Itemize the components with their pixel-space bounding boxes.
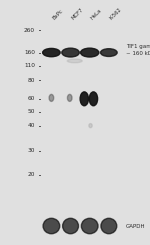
Text: 110: 110	[24, 63, 35, 68]
Text: 30: 30	[27, 148, 35, 153]
Text: GAPDH: GAPDH	[126, 223, 146, 229]
Text: K-562: K-562	[109, 7, 123, 21]
Text: 50: 50	[27, 109, 35, 114]
Text: HeLa: HeLa	[90, 8, 103, 21]
Ellipse shape	[81, 218, 98, 234]
Text: ~ 160 kDa: ~ 160 kDa	[126, 51, 150, 56]
Ellipse shape	[100, 49, 117, 56]
Ellipse shape	[89, 123, 92, 128]
Ellipse shape	[62, 48, 79, 57]
Text: 60: 60	[28, 96, 35, 101]
Ellipse shape	[49, 94, 54, 101]
Text: 160: 160	[24, 50, 35, 55]
Ellipse shape	[67, 59, 82, 63]
Ellipse shape	[80, 92, 88, 106]
Text: 80: 80	[27, 78, 35, 83]
Ellipse shape	[43, 49, 60, 57]
Text: 40: 40	[27, 123, 35, 128]
Text: TIF1 gamma: TIF1 gamma	[126, 44, 150, 49]
Text: 260: 260	[24, 28, 35, 33]
Ellipse shape	[43, 218, 60, 234]
Text: 20: 20	[27, 172, 35, 177]
Text: BxPc: BxPc	[51, 8, 64, 21]
Ellipse shape	[81, 48, 99, 57]
Ellipse shape	[89, 92, 98, 106]
Text: MCF7: MCF7	[70, 7, 84, 21]
Ellipse shape	[101, 218, 117, 234]
Ellipse shape	[68, 94, 72, 101]
Ellipse shape	[63, 218, 78, 234]
